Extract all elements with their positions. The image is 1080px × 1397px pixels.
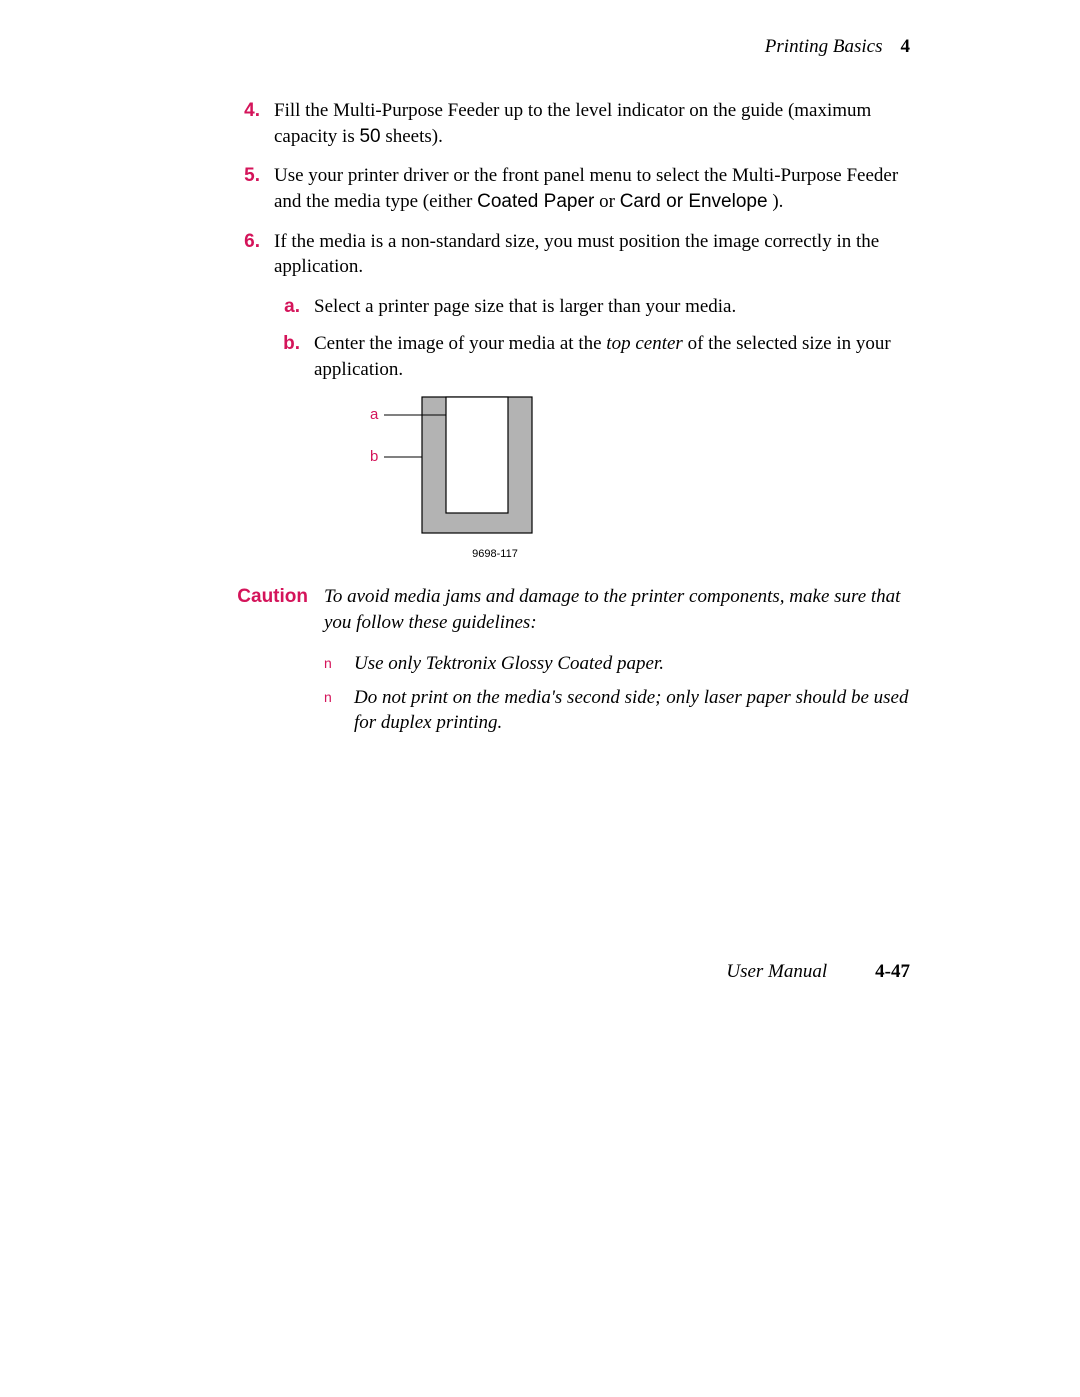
svg-text:b: b xyxy=(370,448,378,465)
caution-bullet: n xyxy=(324,685,344,736)
substep-body: Select a printer page size that is large… xyxy=(314,294,910,320)
step-number: 4. xyxy=(230,98,260,149)
header-title: Printing Basics xyxy=(765,36,883,57)
step-body: If the media is a non-standard size, you… xyxy=(274,229,910,280)
footer-page-number: 4-47 xyxy=(875,961,910,982)
figure: ab 9698-117 xyxy=(370,395,910,560)
caution-item-text: Use only Tektronix Glossy Coated paper. xyxy=(354,651,910,677)
caution-label: Caution xyxy=(230,584,308,637)
substep-item: a. Select a printer page size that is lar… xyxy=(274,294,910,320)
caution-bullet: n xyxy=(324,651,344,677)
substep-item: b. Center the image of your media at the … xyxy=(274,331,910,382)
figure-diagram: ab xyxy=(370,395,580,539)
step-item: 6. If the media is a non-standard size, y… xyxy=(230,229,910,280)
step-body: Use your printer driver or the front pan… xyxy=(274,163,910,214)
step-number: 5. xyxy=(230,163,260,214)
caution-block: Caution To avoid media jams and damage t… xyxy=(230,584,910,637)
page-header: Printing Basics 4 xyxy=(230,36,910,58)
substeps-list: a. Select a printer page size that is lar… xyxy=(230,294,910,383)
caution-list: n Use only Tektronix Glossy Coated paper.… xyxy=(230,651,910,736)
substep-body: Center the image of your media at the to… xyxy=(314,331,910,382)
caution-list-item: nDo not print on the media's second side… xyxy=(324,685,910,736)
step-item: 5. Use your printer driver or the front p… xyxy=(230,163,910,214)
caution-list-item: n Use only Tektronix Glossy Coated paper. xyxy=(324,651,910,677)
caution-text: To avoid media jams and damage to the pr… xyxy=(324,584,910,637)
caution-item-text: Do not print on the media's second side;… xyxy=(354,685,910,736)
header-chapter-number: 4 xyxy=(901,36,911,57)
substep-number: b. xyxy=(274,331,300,382)
page-footer: User Manual 4-47 xyxy=(726,961,910,983)
step-number: 6. xyxy=(230,229,260,280)
footer-manual: User Manual xyxy=(726,961,827,982)
figure-caption: 9698-117 xyxy=(420,548,570,560)
step-body: Fill the Multi-Purpose Feeder up to the … xyxy=(274,98,910,149)
steps-list: 4. Fill the Multi-Purpose Feeder up to th… xyxy=(230,98,910,280)
svg-text:a: a xyxy=(370,406,379,423)
step-item: 4. Fill the Multi-Purpose Feeder up to th… xyxy=(230,98,910,149)
substep-number: a. xyxy=(274,294,300,320)
